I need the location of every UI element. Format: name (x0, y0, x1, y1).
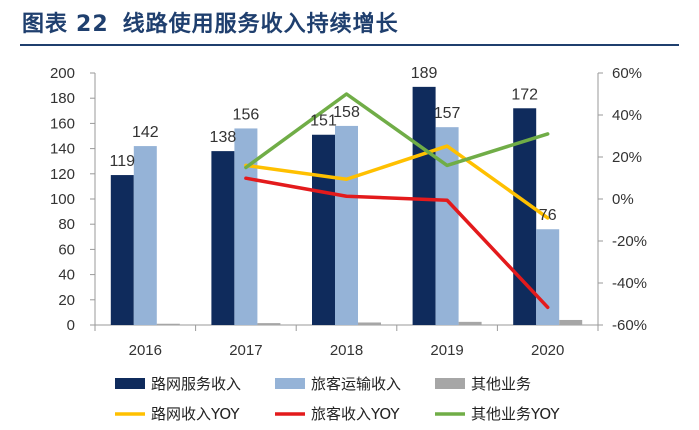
legend-swatch (115, 378, 145, 389)
legend-label: 路网服务收入 (151, 375, 241, 393)
figure-title: 图表 22 线路使用服务收入持续增长 (22, 8, 399, 42)
bar-3 (358, 322, 381, 325)
figure-number: 22 (76, 12, 109, 37)
bar-3 (156, 323, 180, 325)
bar-1 (211, 151, 235, 325)
bar-2 (435, 127, 459, 326)
x-tick-label: 2016 (129, 342, 162, 359)
left-tick-label: 160 (50, 115, 75, 132)
bar-1 (513, 108, 537, 325)
legend-label: 其他业务 (471, 375, 531, 393)
right-tick-label: 40% (612, 107, 642, 124)
bar-2 (234, 128, 258, 325)
yoy-line-3 (244, 92, 550, 170)
x-tick-label: 2018 (330, 342, 363, 359)
left-tick-label: 0 (67, 317, 75, 334)
bars (110, 86, 583, 326)
right-tick-label: 60% (612, 65, 642, 82)
left-tick-label: 120 (50, 166, 75, 183)
bar-2 (335, 125, 358, 325)
legend-swatch (275, 378, 305, 389)
right-tick-label: -20% (612, 233, 647, 250)
x-tick-label: 2019 (430, 342, 463, 359)
bar-3 (559, 319, 583, 325)
left-tick-label: 80 (58, 216, 75, 233)
bar-value-label: 151 (310, 113, 337, 130)
legend-swatch (435, 378, 465, 389)
left-tick-label: 100 (50, 191, 75, 208)
bar-value-label: 158 (333, 104, 360, 121)
legend-label: 其他业务YOY (471, 405, 560, 423)
axes: 0 20 40 60 80 100 120 140 160 180 200 -60% -40% -20% 0… (50, 65, 647, 359)
figure-label: 图表 (22, 12, 69, 37)
figure-caption: 线路使用服务收入持续增长 (122, 12, 399, 37)
data-labels: 119 138 151 189 172 142 156 158 157 76 (110, 65, 557, 224)
legend-label: 旅客收入YOY (311, 405, 400, 423)
left-tick-label: 40 (58, 267, 75, 284)
right-tick-label: -40% (612, 275, 647, 292)
left-tick-label: 140 (50, 141, 75, 158)
bar-3 (458, 321, 482, 325)
bar-1 (412, 86, 436, 325)
bar-value-label: 156 (233, 106, 260, 123)
bar-3 (257, 323, 281, 325)
legend-label: 旅客运输收入 (311, 375, 401, 393)
bar-value-label: 189 (411, 65, 438, 82)
x-tick-label: 2020 (531, 342, 564, 359)
bar-2 (536, 229, 560, 325)
bar-value-label: 142 (132, 124, 159, 141)
bar-value-label: 138 (210, 129, 237, 146)
bar-1 (312, 134, 335, 325)
bar-value-label: 119 (110, 153, 136, 170)
x-tick-label: 2017 (229, 342, 262, 359)
bar-value-label: 172 (511, 86, 538, 103)
yoy-lines (244, 92, 550, 310)
bar-value-label: 157 (434, 105, 461, 122)
bar-2 (133, 146, 157, 325)
left-tick-label: 60 (58, 241, 75, 258)
right-tick-label: 20% (612, 149, 642, 166)
bar-1 (110, 175, 134, 325)
title-rule (20, 44, 679, 46)
legend-label: 路网收入YOY (151, 405, 240, 423)
right-tick-label: -60% (612, 317, 647, 334)
right-tick-label: 0% (612, 191, 634, 208)
bar-value-label: 76 (539, 207, 557, 224)
left-tick-label: 200 (50, 65, 75, 82)
left-tick-label: 20 (58, 292, 75, 309)
yoy-line-2 (244, 176, 550, 310)
yoy-line-1 (244, 144, 550, 220)
left-tick-label: 180 (50, 90, 75, 107)
